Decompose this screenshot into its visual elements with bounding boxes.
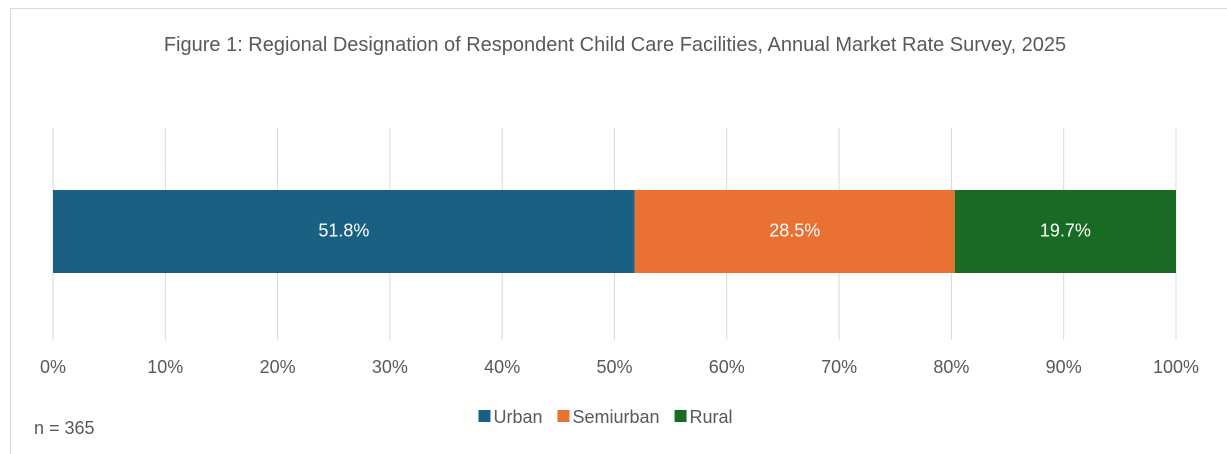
legend-swatch	[557, 410, 570, 422]
data-label: 28.5%	[769, 220, 820, 240]
chart-title: Figure 1: Regional Designation of Respon…	[163, 34, 1067, 56]
x-tick-label: 40%	[484, 357, 520, 377]
x-tick-label: 30%	[372, 357, 408, 377]
bar-segment	[954, 190, 1176, 273]
x-tick-label: 70%	[821, 357, 857, 377]
x-tick-label: 100%	[1153, 357, 1199, 377]
bar-segment	[634, 190, 955, 273]
data-label: 19.7%	[1040, 220, 1091, 240]
x-tick-label: 80%	[933, 357, 969, 377]
x-tick-label: 60%	[709, 357, 745, 377]
chart-border	[10, 8, 1227, 454]
x-tick-label: 90%	[1046, 357, 1082, 377]
data-label: 51.8%	[318, 220, 369, 240]
legend-label: Rural	[690, 407, 733, 427]
legend-label: Urban	[493, 407, 542, 427]
x-tick-label: 10%	[147, 357, 183, 377]
legend-label: Semiurban	[572, 407, 659, 427]
legend-swatch	[674, 410, 687, 422]
x-tick-label: 20%	[260, 357, 296, 377]
x-tick-label: 0%	[40, 357, 66, 377]
x-tick-label: 50%	[596, 357, 632, 377]
legend-swatch	[478, 410, 491, 422]
bar-segment	[53, 190, 635, 273]
annotation: n = 365	[34, 418, 95, 438]
